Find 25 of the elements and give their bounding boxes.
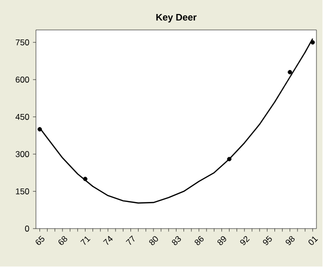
- x-tick-label: 80: [149, 236, 158, 246]
- point: [288, 70, 292, 75]
- y-tick-label: 300: [16, 151, 30, 158]
- y-tick-label: 150: [16, 188, 30, 195]
- x-tick-label: 01: [308, 236, 318, 246]
- x-tick-label: 95: [262, 236, 272, 246]
- y-tick-label: 0: [25, 226, 30, 232]
- x-tick-label: 74: [103, 236, 113, 246]
- point: [227, 157, 232, 162]
- x-tick-label: 83: [172, 236, 181, 246]
- x-tick-label: 65: [36, 236, 44, 246]
- x-tick-label: 92: [240, 236, 250, 246]
- point: [310, 40, 315, 45]
- x-tick-label: 71: [80, 236, 90, 246]
- chart-title: Key Deer: [156, 14, 197, 23]
- y-tick-label: 750: [16, 40, 30, 46]
- x-tick-label: 86: [194, 236, 204, 246]
- x-tick-label: 68: [58, 236, 68, 246]
- x-tick-label: 98: [286, 236, 295, 246]
- x-tick-label: 89: [217, 236, 226, 246]
- y-tick-label: 450: [16, 114, 30, 120]
- x-tick-label: 77: [126, 236, 135, 246]
- point: [83, 176, 88, 182]
- y-tick-label: 600: [16, 76, 30, 83]
- point: [38, 127, 42, 132]
